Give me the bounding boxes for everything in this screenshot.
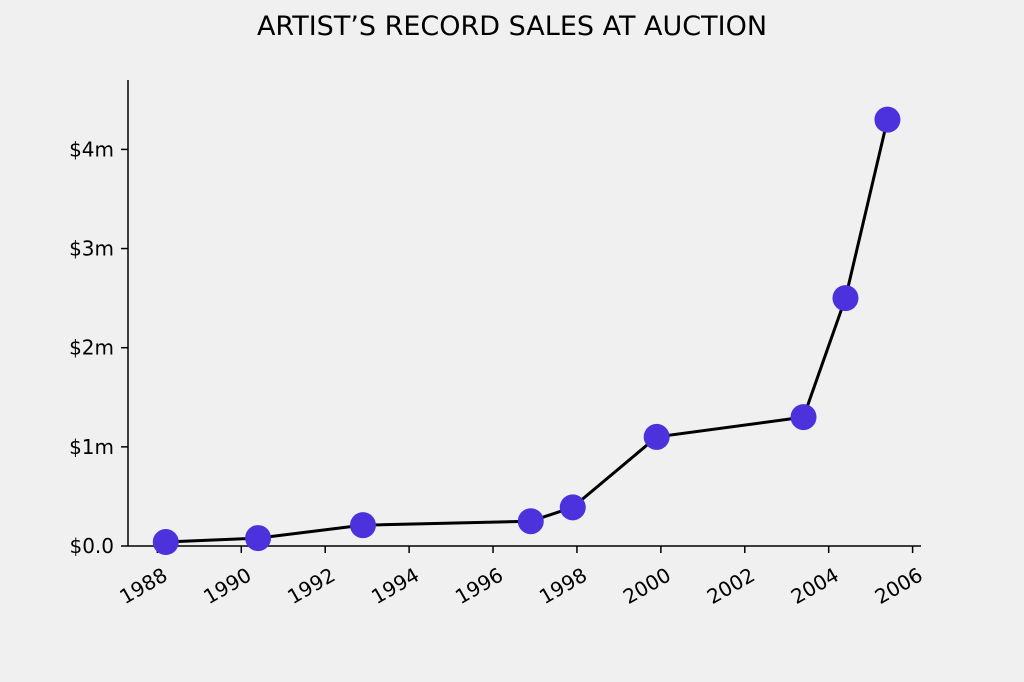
data-point [152,529,179,556]
data-point [349,512,376,539]
x-tick-label: 2000 [619,563,675,609]
data-point [832,285,859,312]
y-ticks: $0.0 $1m $2m $3m $4m [69,137,128,558]
x-tick-label: 1992 [283,563,339,609]
y-tick-label: $2m [69,336,114,360]
x-tick-label: 1990 [199,563,255,609]
y-tick-label: $4m [69,137,114,161]
x-ticks: 1988 1990 1992 1994 1996 1998 2000 2002 2004 2006 [115,546,927,609]
x-tick-label: 2006 [871,563,927,609]
y-tick-label: $1m [69,435,114,459]
x-tick-label: 2002 [703,563,759,609]
y-tick-label: $3m [69,237,114,261]
data-point [790,404,817,431]
plot-area: $0.0 $1m $2m $3m $4m 1988 1990 1992 1994 1996 199… [69,80,927,609]
x-tick-label: 1994 [367,563,423,609]
data-point [559,494,586,521]
x-tick-label: 1998 [535,563,591,609]
data-point [517,508,544,535]
data-markers [152,106,901,556]
data-point [643,423,670,450]
data-point [245,525,272,552]
x-tick-label: 1996 [451,563,507,609]
chart-title: ARTIST’S RECORD SALES AT AUCTION [257,11,767,42]
series-line [165,119,889,544]
y-tick-label: $0.0 [69,534,114,558]
x-tick-label: 1988 [115,563,171,609]
x-tick-label: 2004 [787,563,843,609]
data-point [874,106,901,133]
